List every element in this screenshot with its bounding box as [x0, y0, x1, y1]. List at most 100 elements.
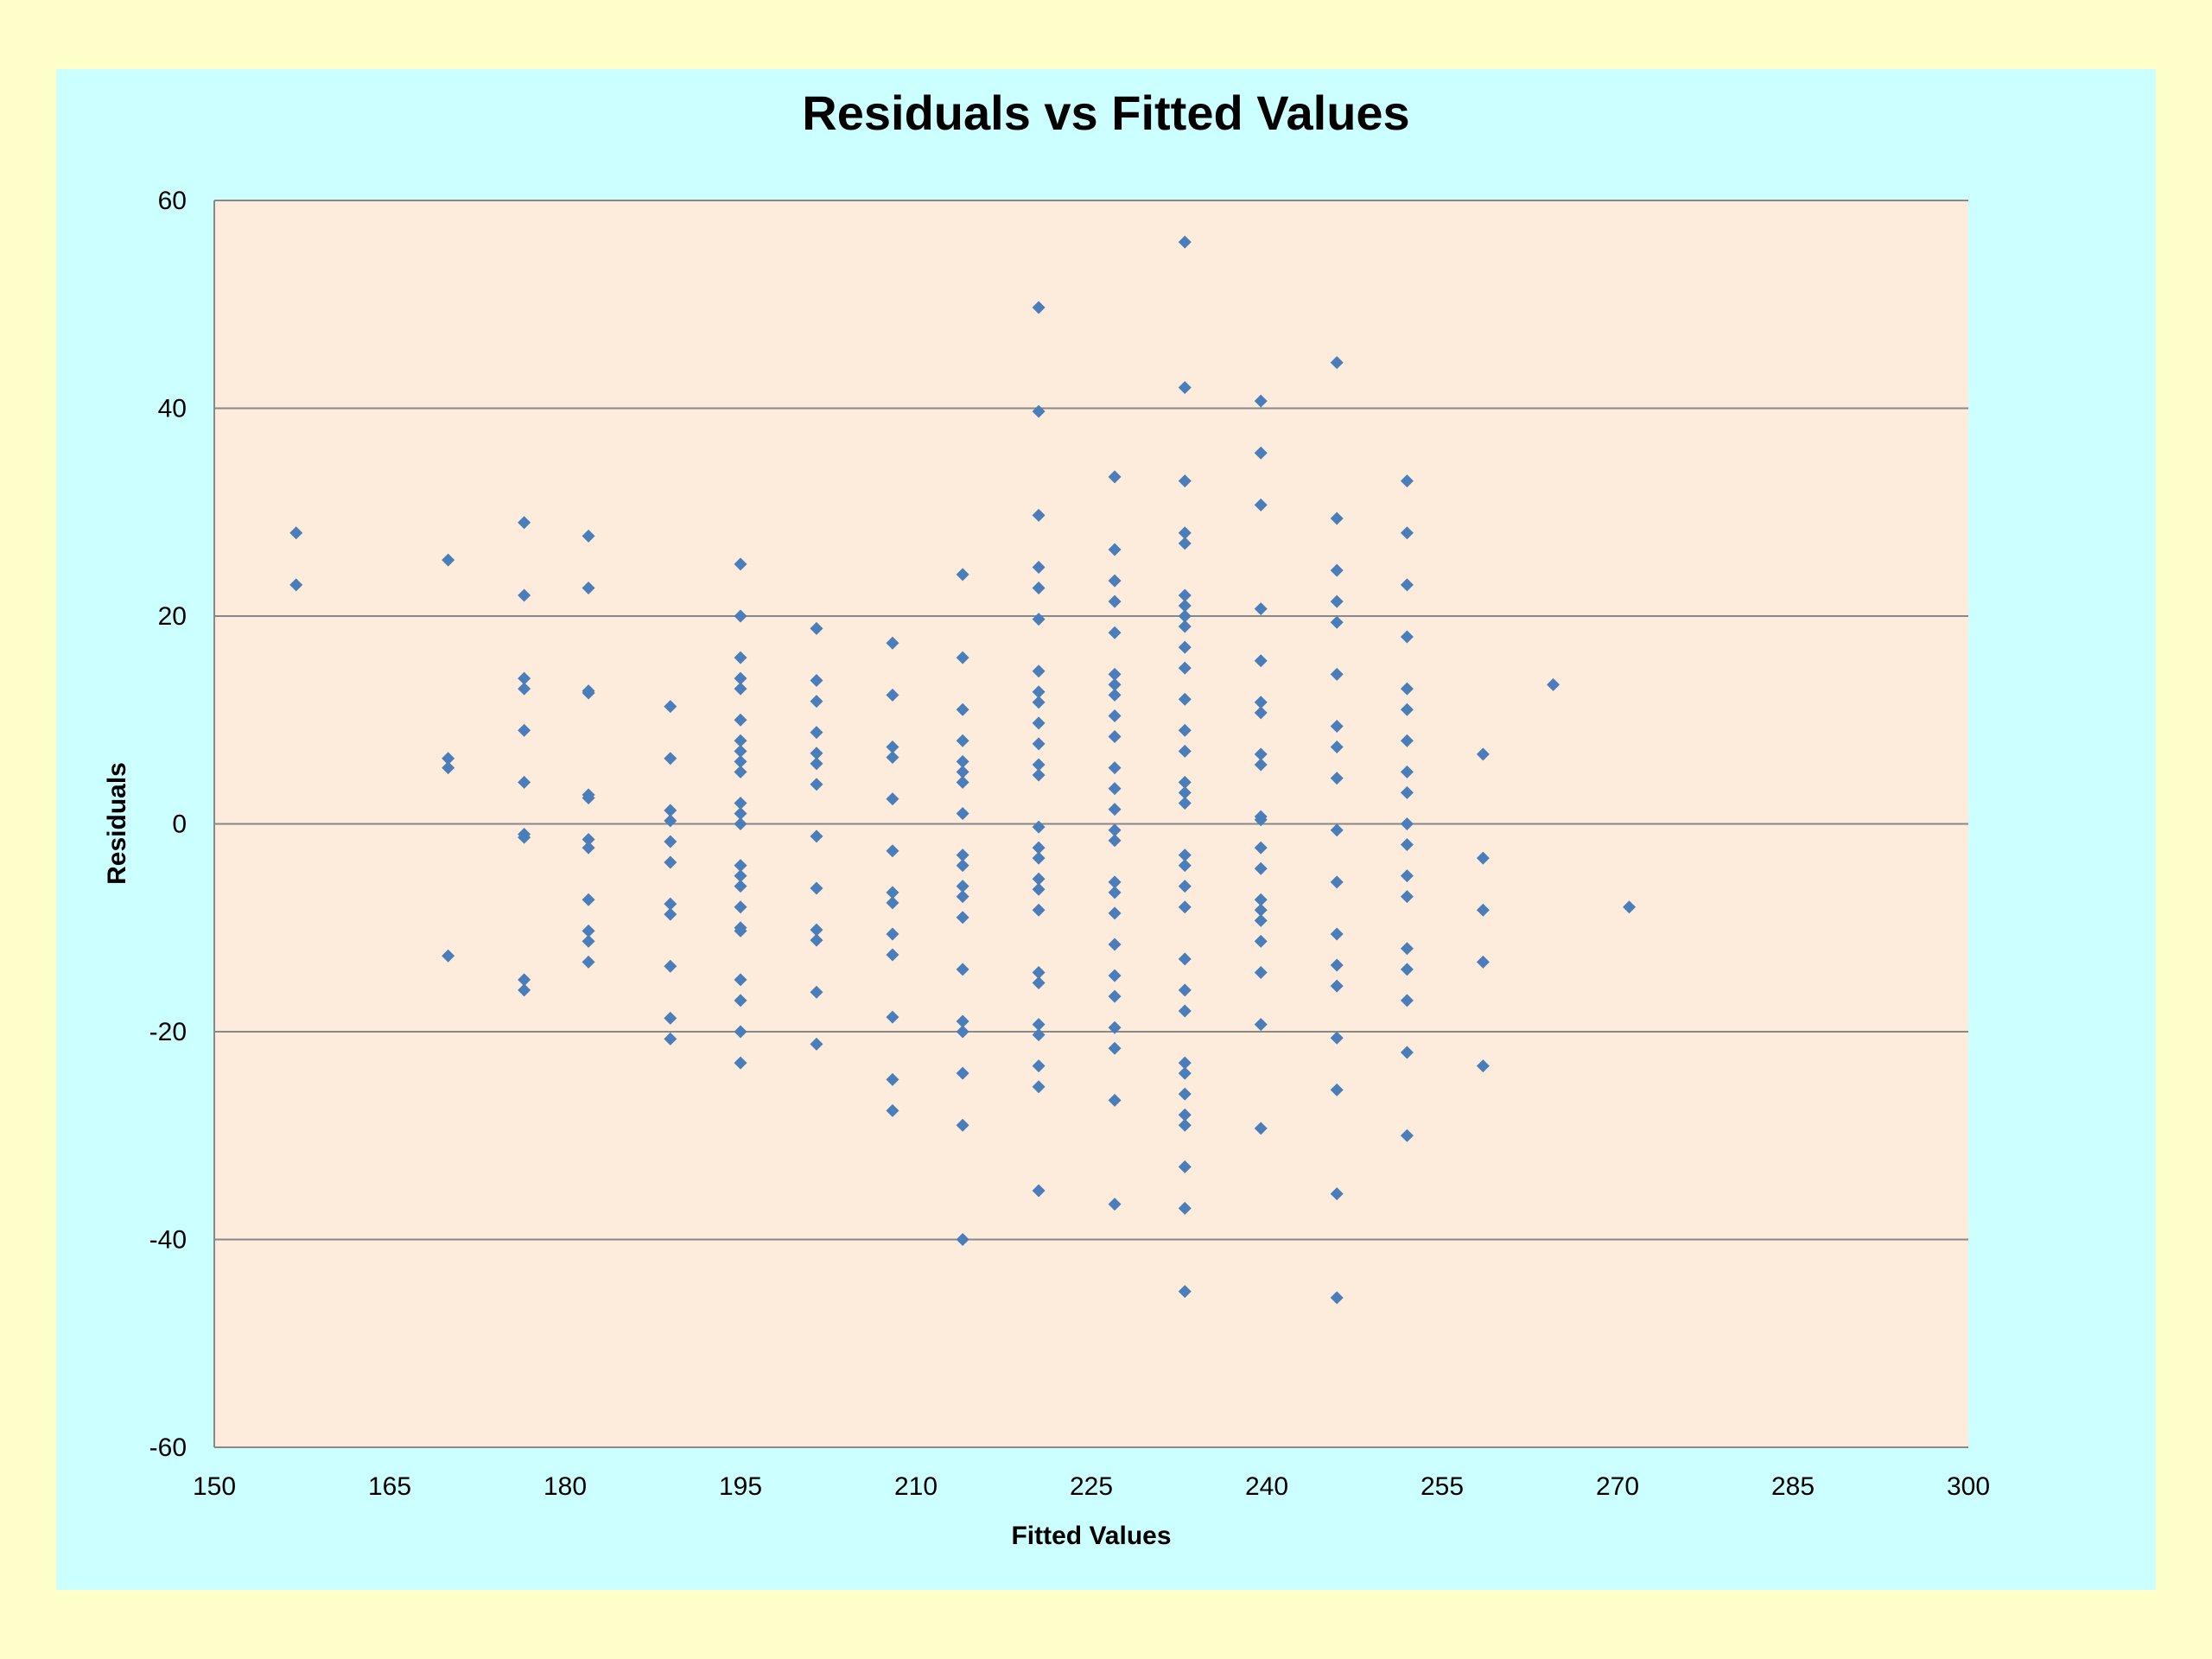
data-point [1400, 1046, 1414, 1059]
data-point [1108, 1198, 1122, 1211]
x-tick-label: 225 [1070, 1472, 1113, 1501]
data-point [1254, 1122, 1268, 1135]
data-point [1108, 834, 1122, 848]
data-point [1178, 640, 1192, 654]
data-point [582, 529, 595, 543]
data-point [1178, 1087, 1192, 1101]
x-tick-label: 300 [1947, 1472, 1990, 1501]
data-point [1032, 965, 1046, 979]
data-point [734, 796, 747, 810]
x-tick-label: 240 [1245, 1472, 1288, 1501]
data-point [1032, 737, 1046, 751]
data-point [1032, 1028, 1046, 1042]
data-point [664, 897, 677, 911]
data-point [810, 674, 823, 688]
data-point [1032, 1018, 1046, 1032]
data-point [1108, 823, 1122, 837]
data-point [1178, 620, 1192, 633]
data-point [734, 713, 747, 727]
data-point [886, 636, 899, 650]
data-point [1108, 470, 1122, 484]
data-point [1032, 404, 1046, 418]
data-point [1330, 719, 1344, 733]
data-point [1178, 1066, 1192, 1080]
data-point [886, 1072, 899, 1086]
data-point [1178, 785, 1192, 799]
data-point [810, 933, 823, 947]
data-point [1032, 1059, 1046, 1073]
x-tick-label: 270 [1596, 1472, 1639, 1501]
data-point [582, 582, 595, 595]
data-point [1254, 706, 1268, 720]
data-point [1032, 841, 1046, 855]
data-point [1032, 685, 1046, 699]
x-tick-label: 210 [894, 1472, 938, 1501]
data-point [1330, 958, 1344, 972]
data-point [1254, 893, 1268, 906]
data-point [1330, 979, 1344, 993]
data-point [1178, 859, 1192, 873]
data-point [886, 886, 899, 899]
data-point [1254, 841, 1268, 855]
data-point [664, 855, 677, 869]
data-point [1330, 1083, 1344, 1096]
data-point [289, 578, 303, 592]
data-point [734, 734, 747, 747]
data-point [1254, 446, 1268, 460]
data-point [518, 723, 531, 737]
data-point [664, 700, 677, 714]
data-point [734, 1025, 747, 1039]
data-points [289, 235, 1637, 1305]
data-point [1400, 942, 1414, 956]
data-point [1108, 761, 1122, 775]
data-point [1108, 543, 1122, 556]
data-point [1032, 1184, 1046, 1198]
data-point [1178, 474, 1192, 488]
y-tick-label: -40 [149, 1226, 187, 1255]
data-point [1330, 1031, 1344, 1045]
data-point [1254, 1018, 1268, 1032]
data-point [886, 751, 899, 765]
data-point [1032, 664, 1046, 678]
data-point [1330, 615, 1344, 629]
data-point [664, 907, 677, 921]
data-point [1032, 851, 1046, 865]
data-point [1108, 729, 1122, 743]
data-point [1108, 782, 1122, 796]
data-point [582, 893, 595, 906]
chart-title: Residuals vs Fitted Values [802, 86, 1409, 140]
data-point [1178, 723, 1192, 737]
data-point [956, 734, 969, 747]
data-point [1400, 702, 1414, 716]
data-point [582, 841, 595, 855]
data-point [1400, 765, 1414, 779]
data-point [734, 880, 747, 893]
data-point [1254, 861, 1268, 875]
x-tick-label: 150 [193, 1472, 236, 1501]
data-point [886, 1103, 899, 1117]
data-point [1476, 747, 1490, 761]
data-point [1178, 1160, 1192, 1173]
data-point [810, 830, 823, 843]
data-point [1547, 677, 1560, 691]
chart-area: Residuals vs Fitted Values 60 40 20 0 -20 -40… [56, 69, 2156, 1590]
data-point [734, 817, 747, 830]
data-point [1178, 744, 1192, 758]
data-point [1330, 823, 1344, 837]
data-point [1400, 869, 1414, 883]
data-point [1400, 890, 1414, 904]
data-point [664, 804, 677, 817]
y-tick-label: 20 [158, 602, 187, 631]
data-point [1400, 474, 1414, 488]
data-point [582, 791, 595, 804]
data-point [1254, 903, 1268, 917]
data-point [1032, 882, 1046, 896]
data-point [1108, 906, 1122, 920]
data-point [1476, 1059, 1490, 1073]
x-tick-label: 195 [719, 1472, 762, 1501]
data-point [1032, 976, 1046, 989]
data-point [734, 859, 747, 873]
y-tick-label: 40 [158, 395, 187, 423]
data-point [1400, 1128, 1414, 1142]
data-point [1178, 599, 1192, 613]
